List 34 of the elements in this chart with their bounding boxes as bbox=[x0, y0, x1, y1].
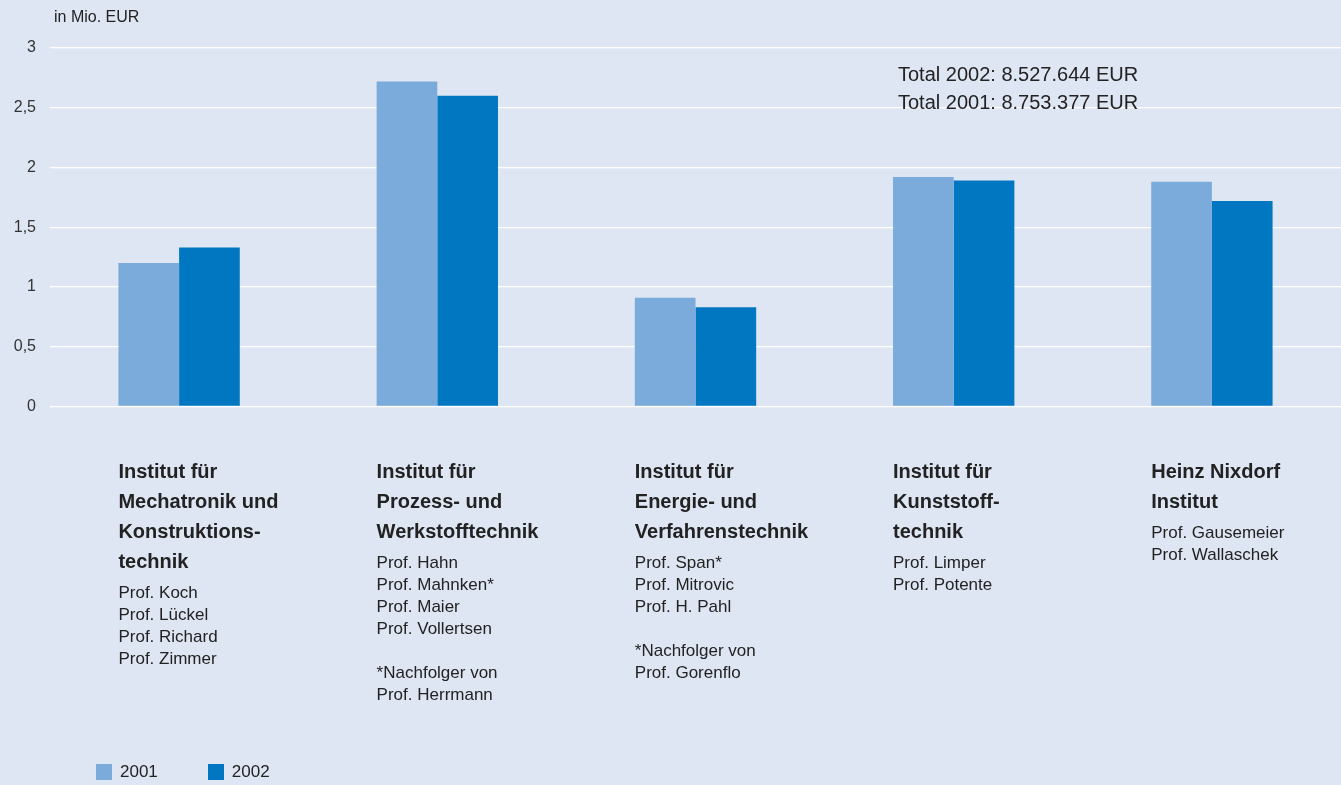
y-tick-label: 1 bbox=[27, 277, 37, 295]
bar bbox=[695, 307, 757, 406]
x-tick-label: Institut für Kunststoff- technik bbox=[893, 459, 1001, 544]
bar bbox=[179, 247, 240, 406]
text: Prof. Gausemeier Prof. Wallaschek bbox=[1151, 522, 1286, 566]
text: Prof. Koch Prof. Lückel Prof. Richard Prof. Zimmer bbox=[118, 582, 219, 670]
x-tick-label: Institut für Energie- und Verfahrenstechnik bbox=[634, 459, 810, 544]
bar bbox=[1151, 181, 1212, 406]
annotation: Total 2002: 8.527.644 EUR bbox=[898, 62, 1139, 87]
x-tick-label: Institut für Prozess- und Werkstofftechnik bbox=[376, 459, 540, 544]
bar bbox=[437, 95, 498, 406]
y-tick-label: 0,5 bbox=[13, 337, 37, 355]
legend-label: 2002 bbox=[231, 762, 270, 782]
x-tick-label: Heinz Nixdorf Institut bbox=[1151, 459, 1282, 514]
text: *Nachfolger von Prof. Herrmann bbox=[376, 662, 499, 706]
y-tick-label: 0 bbox=[27, 396, 37, 414]
y-tick-label: 2,5 bbox=[13, 98, 37, 116]
bar bbox=[634, 297, 696, 406]
text: Prof. Hahn Prof. Mahnken* Prof. Maier Prof. Vollertsen bbox=[376, 552, 495, 640]
bar bbox=[953, 180, 1015, 406]
y-axis-title: in Mio. EUR bbox=[54, 8, 140, 26]
bar bbox=[893, 177, 954, 406]
text: *Nachfolger von Prof. Gorenflo bbox=[634, 640, 757, 684]
legend-label: 2001 bbox=[120, 762, 158, 782]
x-tick-label: Institut für Mechatronik und Konstruktions- technik bbox=[118, 459, 280, 574]
bar bbox=[376, 81, 438, 406]
y-tick-label: 3 bbox=[27, 38, 37, 56]
y-tick-label: 2 bbox=[27, 157, 37, 175]
text: Prof. Span* Prof. Mitrovic Prof. H. Pahl bbox=[634, 552, 735, 618]
bar bbox=[1211, 200, 1273, 406]
y-tick-label: 1,5 bbox=[13, 217, 37, 235]
bar bbox=[118, 263, 180, 406]
text: Prof. Limper Prof. Potente bbox=[893, 552, 994, 596]
annotation: Total 2001: 8.753.377 EUR bbox=[898, 90, 1139, 115]
